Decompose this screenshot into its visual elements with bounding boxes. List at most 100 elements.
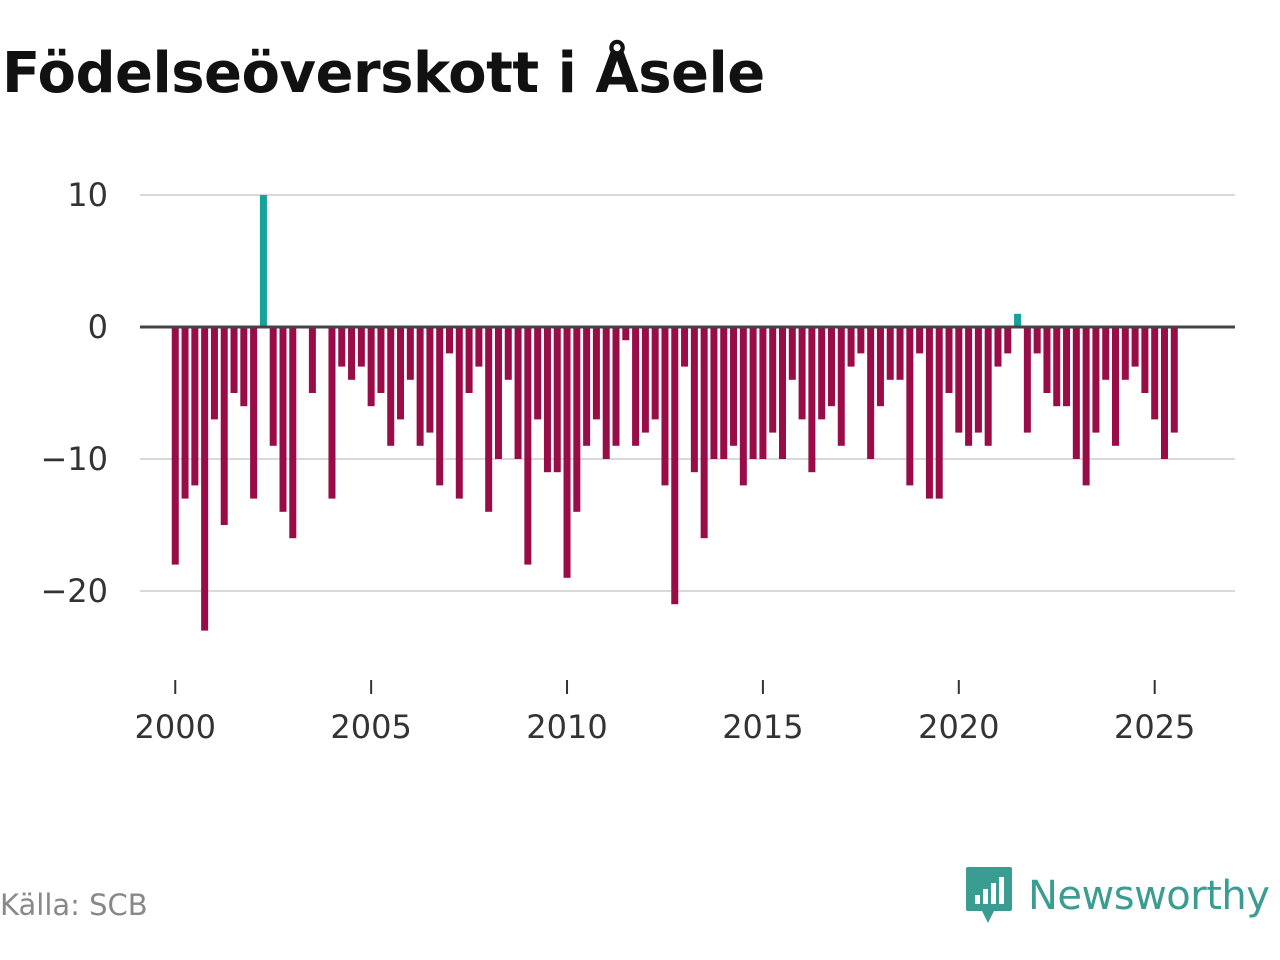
- bar-negative: [788, 327, 796, 380]
- bar-negative: [524, 327, 532, 565]
- x-tick-label: 2020: [918, 708, 999, 746]
- bar-negative: [181, 327, 189, 499]
- bar-negative: [651, 327, 659, 420]
- bar-positive: [259, 195, 267, 327]
- brand-logo[interactable]: Newsworthy: [964, 864, 1270, 928]
- bar-negative: [416, 327, 424, 446]
- grid-lines: [140, 194, 1235, 592]
- bar-negative: [338, 327, 346, 367]
- bar-negative: [240, 327, 248, 407]
- x-tick-label: 2010: [526, 708, 607, 746]
- bar-negative: [700, 327, 708, 539]
- bar-negative: [230, 327, 238, 393]
- bar-negative: [818, 327, 826, 420]
- x-tick-label: 2005: [330, 708, 411, 746]
- bar-negative: [289, 327, 297, 539]
- bar-negative: [485, 327, 493, 512]
- bar-negative: [906, 327, 914, 486]
- bar-negative: [1072, 327, 1080, 459]
- bar-negative: [191, 327, 199, 486]
- bar-negative: [769, 327, 777, 433]
- bar-negative: [1112, 327, 1120, 446]
- bar-negative: [171, 327, 179, 565]
- bar-negative: [857, 327, 865, 354]
- bar-chart: 10 0 −10 −20 2000 2005 2010 2015 2020 2025: [40, 176, 1235, 746]
- bar-negative: [641, 327, 649, 433]
- bar-negative: [269, 327, 277, 446]
- bar-negative: [886, 327, 894, 380]
- bar-negative: [406, 327, 414, 380]
- bar-negative: [681, 327, 689, 367]
- bar-negative: [749, 327, 757, 459]
- bar-negative: [553, 327, 561, 473]
- bar-negative: [1082, 327, 1090, 486]
- y-axis: 10 0 −10 −20: [40, 176, 108, 610]
- bar-negative: [730, 327, 738, 446]
- bar-negative: [602, 327, 610, 459]
- bar-negative: [837, 327, 845, 446]
- source-label: Källa: SCB: [0, 888, 148, 922]
- bar-negative: [1160, 327, 1168, 459]
- bar-negative: [592, 327, 600, 420]
- bar-negative: [867, 327, 875, 459]
- bar-negative: [955, 327, 963, 433]
- y-tick-label: −10: [40, 440, 108, 478]
- bar-negative: [1092, 327, 1100, 433]
- bar-negative: [573, 327, 581, 512]
- chart-title: Födelseöverskott i Åsele: [2, 41, 765, 106]
- bar-negative: [1170, 327, 1178, 433]
- brand-name: Newsworthy: [1028, 873, 1270, 919]
- bar-negative: [348, 327, 356, 380]
- bar-negative: [739, 327, 747, 486]
- bar-negative: [974, 327, 982, 433]
- bar-negative: [965, 327, 973, 446]
- bar-negative: [465, 327, 473, 393]
- bar-negative: [504, 327, 512, 380]
- bar-negative: [583, 327, 591, 446]
- bar-negative: [798, 327, 806, 420]
- bar-negative: [201, 327, 209, 631]
- bar-negative: [1053, 327, 1061, 407]
- y-tick-label: −20: [40, 572, 108, 610]
- bar-negative: [847, 327, 855, 367]
- bar-negative: [328, 327, 336, 499]
- bar-negative: [210, 327, 218, 420]
- bar-negative: [543, 327, 551, 473]
- bar-negative: [514, 327, 522, 459]
- bar-negative: [984, 327, 992, 446]
- bar-negative: [1131, 327, 1139, 367]
- x-tick-label: 2025: [1114, 708, 1195, 746]
- bar-negative: [475, 327, 483, 367]
- bar-negative: [671, 327, 679, 605]
- bar-negative: [632, 327, 640, 446]
- bar-negative: [387, 327, 395, 446]
- bar-negative: [779, 327, 786, 459]
- bar-negative: [720, 327, 728, 459]
- x-axis: 2000 2005 2010 2015 2020 2025: [135, 680, 1195, 746]
- bar-negative: [661, 327, 669, 486]
- newsworthy-logo-icon: [966, 867, 1012, 923]
- bar-negative: [563, 327, 571, 578]
- bar-negative: [279, 327, 287, 512]
- bar-negative: [1043, 327, 1051, 393]
- bar-negative: [896, 327, 904, 380]
- bar-negative: [925, 327, 933, 499]
- bar-negative: [1151, 327, 1159, 420]
- bar-negative: [808, 327, 816, 473]
- bar-negative: [945, 327, 953, 393]
- bar-negative: [612, 327, 620, 446]
- bar-negative: [308, 327, 316, 393]
- bar-negative: [876, 327, 884, 407]
- bar-negative: [220, 327, 228, 525]
- y-tick-label: 0: [88, 308, 108, 346]
- bars: [171, 195, 1178, 631]
- x-tick-label: 2000: [135, 708, 216, 746]
- bar-negative: [1033, 327, 1041, 354]
- bar-negative: [1063, 327, 1071, 407]
- bar-negative: [935, 327, 943, 499]
- bar-negative: [250, 327, 258, 499]
- bar-negative: [759, 327, 767, 459]
- bar-negative: [455, 327, 463, 499]
- x-tick-label: 2015: [722, 708, 803, 746]
- bar-negative: [426, 327, 434, 433]
